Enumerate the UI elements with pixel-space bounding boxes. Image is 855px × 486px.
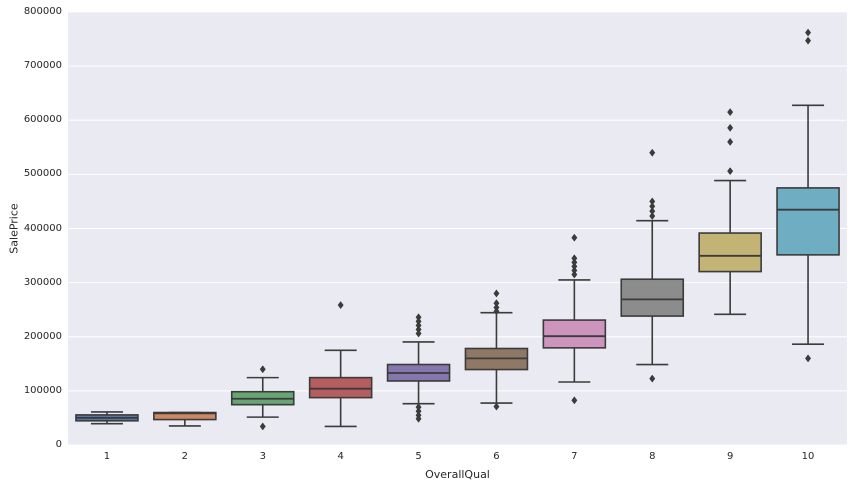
outlier-point	[805, 354, 812, 363]
outlier-point	[571, 233, 578, 242]
outlier-point	[493, 307, 500, 316]
x-tick-label: 9	[726, 451, 734, 462]
plot-area	[68, 12, 847, 445]
x-tick-label: 5	[415, 451, 422, 462]
outlier-point	[415, 329, 422, 338]
outlier-point	[649, 148, 656, 157]
x-tick-label: 3	[259, 451, 266, 462]
outlier-point	[727, 167, 734, 176]
outlier-point	[415, 414, 422, 423]
x-tick-label: 2	[181, 451, 189, 462]
box-qual-10	[776, 187, 840, 256]
x-tick-label: 7	[571, 451, 578, 462]
outlier-point	[727, 137, 734, 146]
x-tick-label: 6	[493, 451, 500, 462]
box-qual-8	[620, 278, 685, 317]
y-tick-label: 600000	[23, 114, 62, 126]
y-tick-label: 700000	[23, 60, 62, 72]
x-tick-label: 10	[801, 451, 815, 462]
outlier-point	[259, 422, 266, 431]
outlier-point	[493, 289, 500, 298]
y-tick-label: 200000	[23, 330, 62, 342]
outlier-point	[727, 123, 734, 132]
outlier-point	[805, 28, 812, 37]
y-tick-label: 800000	[23, 6, 62, 17]
outlier-point	[571, 270, 578, 279]
y-tick-label: 500000	[23, 168, 62, 180]
box-qual-4	[308, 376, 373, 399]
y-tick-label: 300000	[23, 276, 62, 288]
x-tick-label: 8	[649, 451, 656, 462]
outlier-point	[493, 402, 500, 411]
outlier-point	[649, 212, 656, 221]
box-qual-9	[698, 232, 762, 273]
outlier-point	[805, 36, 812, 45]
outlier-point	[649, 374, 656, 383]
box-qual-7	[542, 319, 607, 349]
x-tick-label: 1	[103, 451, 111, 462]
outlier-point	[337, 301, 344, 310]
y-tick-label: 0	[55, 439, 62, 450]
outlier-point	[727, 108, 734, 117]
x-axis-label: OverallQual	[425, 468, 490, 481]
y-tick-label: 100000	[23, 384, 62, 396]
y-tick-label: 400000	[23, 222, 62, 234]
boxplot-canvas	[68, 12, 847, 445]
x-tick-label: 4	[337, 451, 344, 462]
outlier-point	[571, 396, 578, 405]
outlier-point	[259, 365, 266, 374]
